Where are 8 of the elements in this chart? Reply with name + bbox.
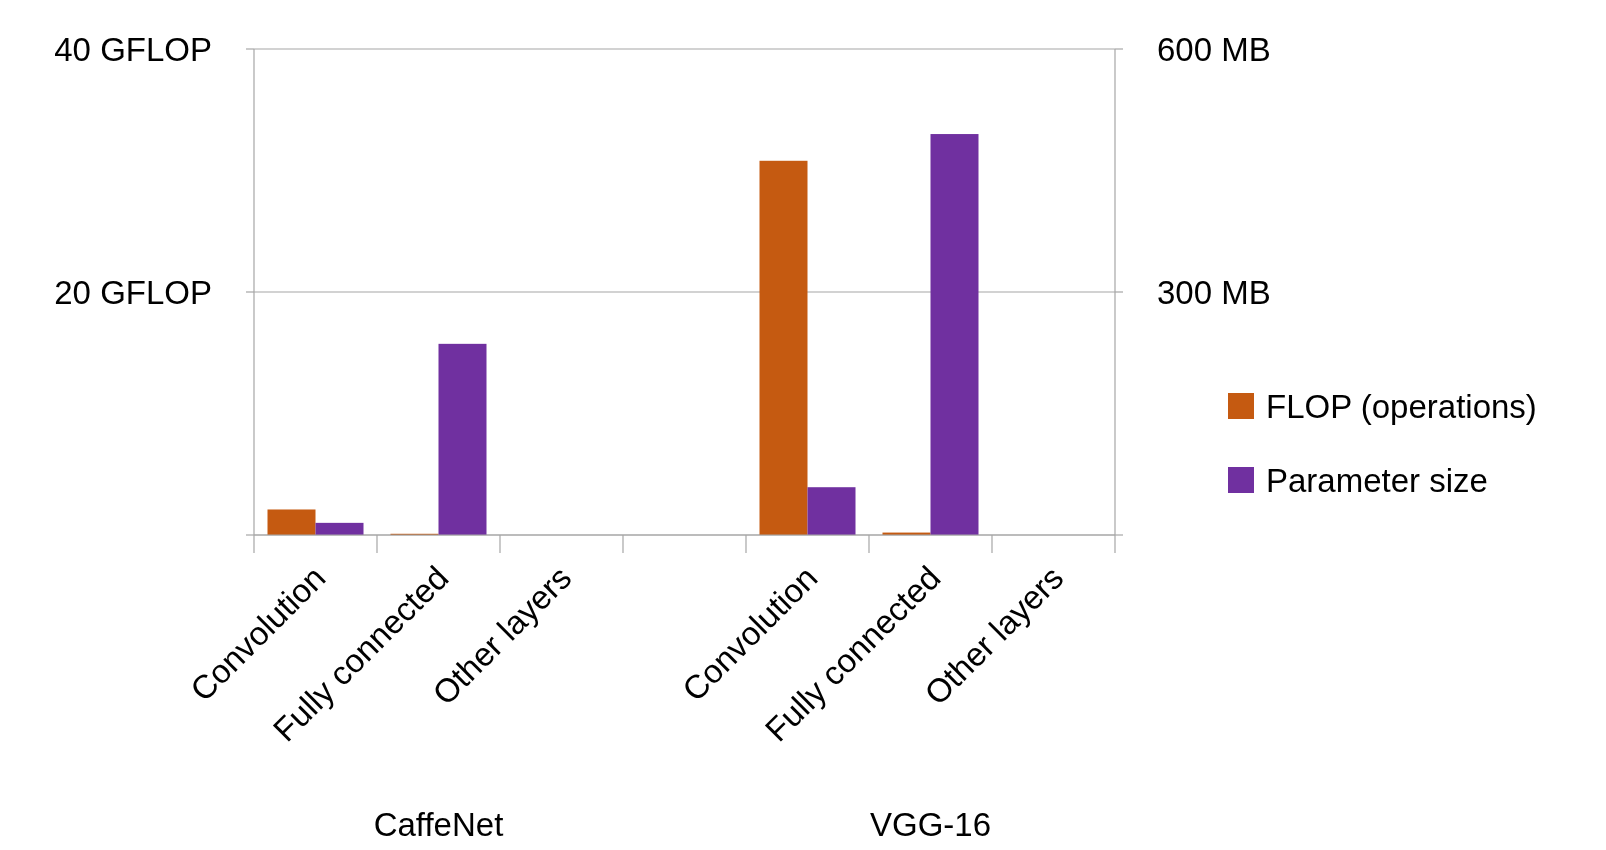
text: CaffeNet	[373, 806, 504, 843]
y-tick-label: 20 GFLOP	[54, 273, 212, 311]
legend-label: FLOP (operations)	[1266, 387, 1537, 425]
y2-tick-label: 600 MB	[1157, 30, 1271, 68]
text: VGG-16	[869, 806, 992, 843]
y2-tick-label: 300 MB	[1157, 273, 1271, 311]
y-tick-label: 40 GFLOP	[54, 30, 212, 68]
legend-label: Parameter size	[1266, 461, 1488, 499]
